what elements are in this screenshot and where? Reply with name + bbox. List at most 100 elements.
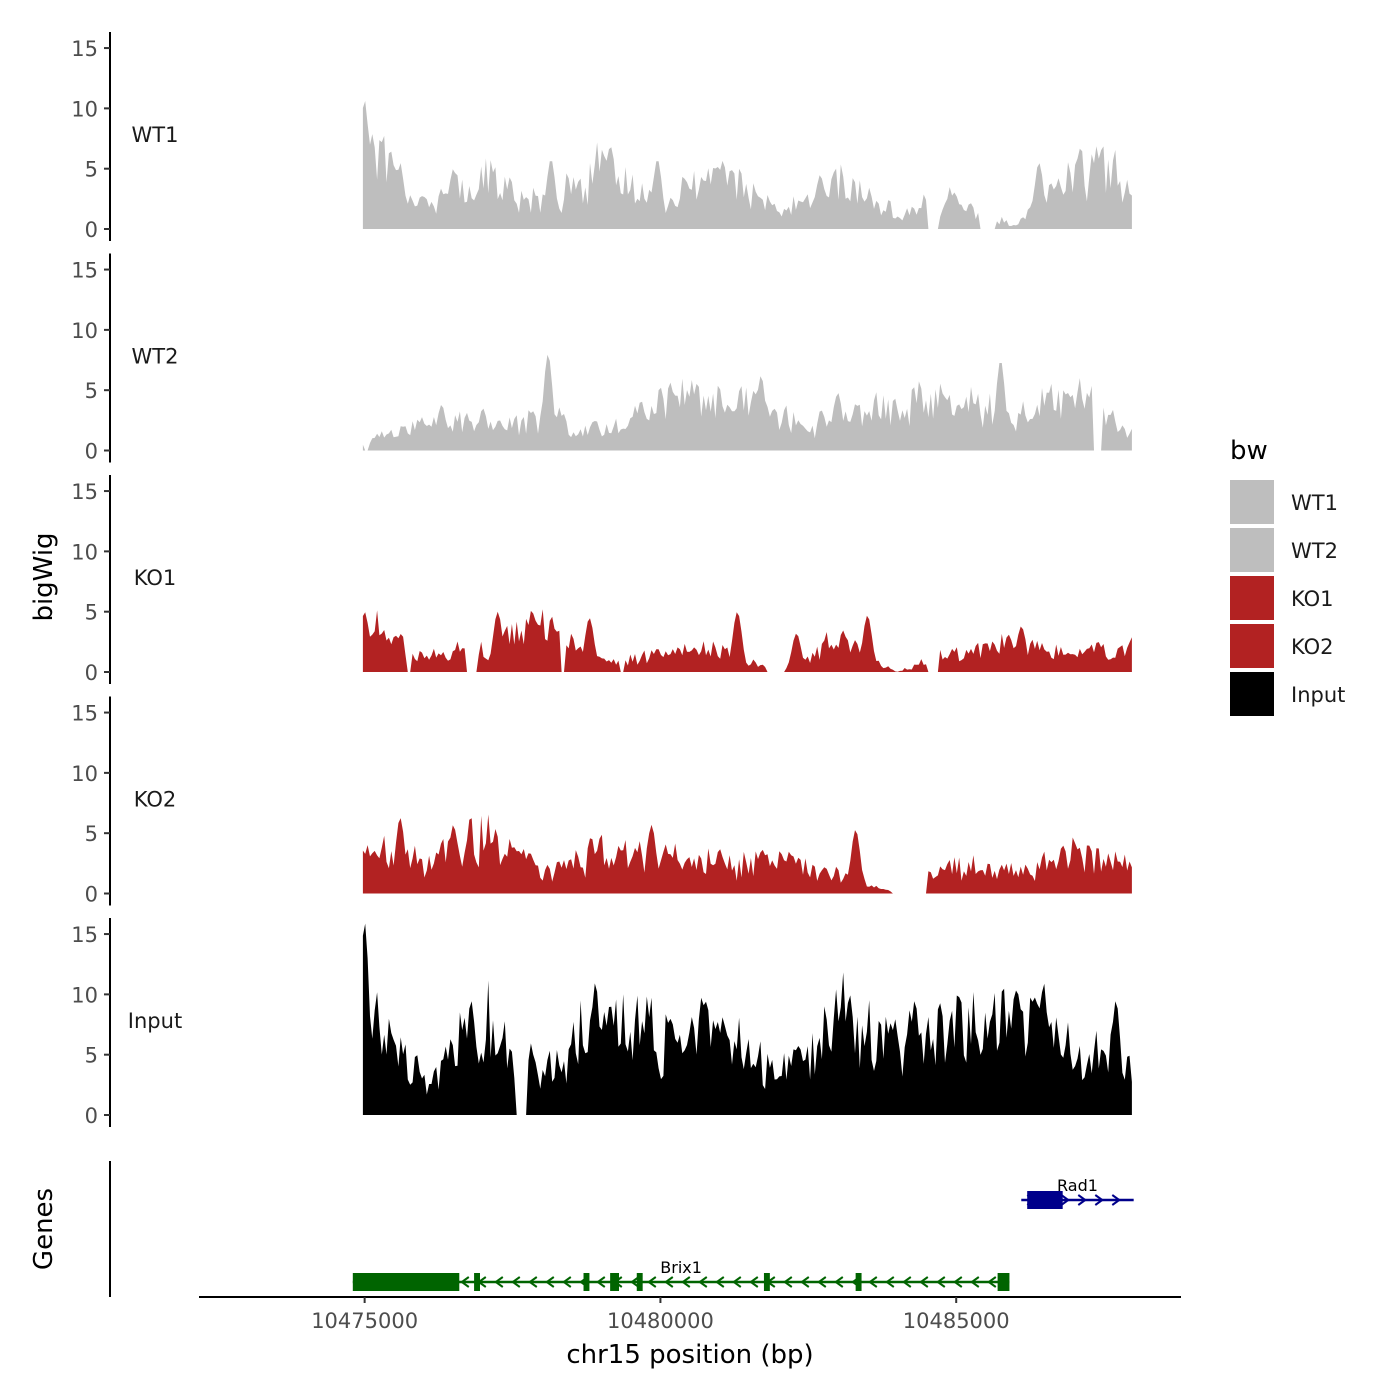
track-wt2: 0 5 10 15 WT2 — [71, 253, 1132, 464]
legend-entry-wt1: WT1 — [1230, 480, 1338, 524]
area-wt2 — [362, 354, 1132, 451]
gene-brix1: Brix1 — [352, 1258, 1010, 1291]
exon-block — [636, 1273, 643, 1291]
x-tick-label: 10480000 — [607, 1309, 714, 1333]
legend-swatch — [1230, 528, 1274, 572]
strand-arrow — [647, 1276, 657, 1288]
y-tick-label: 10 — [71, 983, 98, 1007]
strand-arrow — [698, 1276, 708, 1288]
track-wt1: 0 5 10 15 WT1 — [71, 32, 1132, 242]
strand-arrow — [511, 1276, 521, 1288]
strand-arrow — [953, 1276, 963, 1288]
y-tick-label: 15 — [71, 259, 98, 283]
strand-arrow — [1077, 1194, 1088, 1206]
strand-arrow — [545, 1276, 555, 1288]
y-tick-label: 0 — [85, 661, 98, 685]
y-tick-label: 5 — [85, 601, 98, 625]
strand-arrow — [970, 1276, 980, 1288]
strand-arrow — [834, 1276, 844, 1288]
track-label-ko2: KO2 — [134, 788, 177, 812]
track-label-ko1: KO1 — [134, 566, 177, 590]
track-ko2: 0 5 10 15 KO2 — [71, 696, 1132, 907]
strand-arrow — [732, 1276, 742, 1288]
y-tick-label: 0 — [85, 440, 98, 464]
legend-entry-input: Input — [1230, 672, 1345, 716]
x-axis-title: chr15 position (bp) — [566, 1340, 813, 1370]
strand-arrow — [715, 1276, 725, 1288]
legend-swatch — [1230, 672, 1274, 716]
legend-label: KO1 — [1291, 587, 1334, 611]
track-label-wt1: WT1 — [132, 123, 179, 147]
track-input: 0 5 10 15 Input — [71, 918, 1132, 1128]
area-wt1 — [362, 101, 1132, 229]
exon-block — [610, 1273, 620, 1291]
exon-block — [583, 1273, 590, 1291]
y-tick-label: 0 — [85, 218, 98, 242]
exon-block — [855, 1273, 862, 1291]
strand-arrow — [1060, 1194, 1071, 1206]
y-tick-label: 15 — [71, 702, 98, 726]
strand-arrow — [528, 1276, 538, 1288]
y-tick-label: 0 — [85, 883, 98, 907]
legend-label: WT2 — [1291, 539, 1338, 563]
strand-arrow — [749, 1276, 759, 1288]
exon-block — [763, 1273, 770, 1291]
track-label-input: Input — [128, 1009, 182, 1033]
y-tick-label: 15 — [71, 923, 98, 947]
gene-rad1: Rad1 — [1021, 1176, 1134, 1209]
gene-label-brix1: Brix1 — [660, 1258, 702, 1277]
y-tick-label: 5 — [85, 822, 98, 846]
legend-label: Input — [1291, 683, 1345, 707]
x-tick-label: 10485000 — [903, 1309, 1010, 1333]
legend-label: KO2 — [1291, 635, 1334, 659]
area-ko1 — [362, 609, 1132, 672]
genes-axis-title: Genes — [29, 1188, 59, 1270]
y-tick-label: 10 — [71, 97, 98, 121]
exon-block — [1027, 1191, 1063, 1209]
y-tick-label: 0 — [85, 1104, 98, 1128]
exon-block — [352, 1273, 460, 1291]
strand-arrow — [681, 1276, 691, 1288]
exon-block — [474, 1273, 480, 1291]
strand-arrow — [596, 1276, 606, 1288]
gene-label-rad1: Rad1 — [1057, 1176, 1098, 1195]
strand-arrow — [987, 1276, 997, 1288]
gene-track: Rad1 Brix1 — [109, 1161, 1181, 1298]
strand-arrow — [1111, 1194, 1122, 1206]
strand-arrow — [868, 1276, 878, 1288]
strand-arrow — [494, 1276, 504, 1288]
legend: bw WT1 WT2 KO1 KO2 Input — [1230, 436, 1345, 716]
y-tick-label: 5 — [85, 1044, 98, 1068]
y-tick-label: 15 — [71, 37, 98, 61]
legend-entry-ko2: KO2 — [1230, 624, 1334, 668]
strand-arrow — [919, 1276, 929, 1288]
strand-arrow — [936, 1276, 946, 1288]
legend-swatch — [1230, 624, 1274, 668]
area-ko2 — [362, 814, 1132, 894]
strand-arrow — [817, 1276, 827, 1288]
x-axis: 10475000 10480000 10485000 — [311, 1297, 1010, 1333]
strand-arrow — [783, 1276, 793, 1288]
y-tick-label: 10 — [71, 540, 98, 564]
strand-arrow — [902, 1276, 912, 1288]
y-tick-label: 5 — [85, 379, 98, 403]
area-input — [362, 923, 1132, 1115]
y-tick-label: 5 — [85, 158, 98, 182]
y-tick-label: 15 — [71, 480, 98, 504]
strand-arrow — [1094, 1194, 1105, 1206]
exon-block — [997, 1273, 1010, 1291]
strand-arrow — [664, 1276, 674, 1288]
legend-entry-ko1: KO1 — [1230, 576, 1334, 620]
y-axis-title: bigWig — [29, 532, 59, 621]
legend-swatch — [1230, 480, 1274, 524]
strand-arrow — [460, 1276, 470, 1288]
track-ko1: 0 5 10 15 KO1 — [71, 475, 1132, 685]
y-tick-label: 10 — [71, 762, 98, 786]
strand-arrow — [562, 1276, 572, 1288]
track-label-wt2: WT2 — [132, 345, 179, 369]
y-tick-label: 10 — [71, 319, 98, 343]
legend-entry-wt2: WT2 — [1230, 528, 1338, 572]
strand-arrow — [885, 1276, 895, 1288]
legend-swatch — [1230, 576, 1274, 620]
